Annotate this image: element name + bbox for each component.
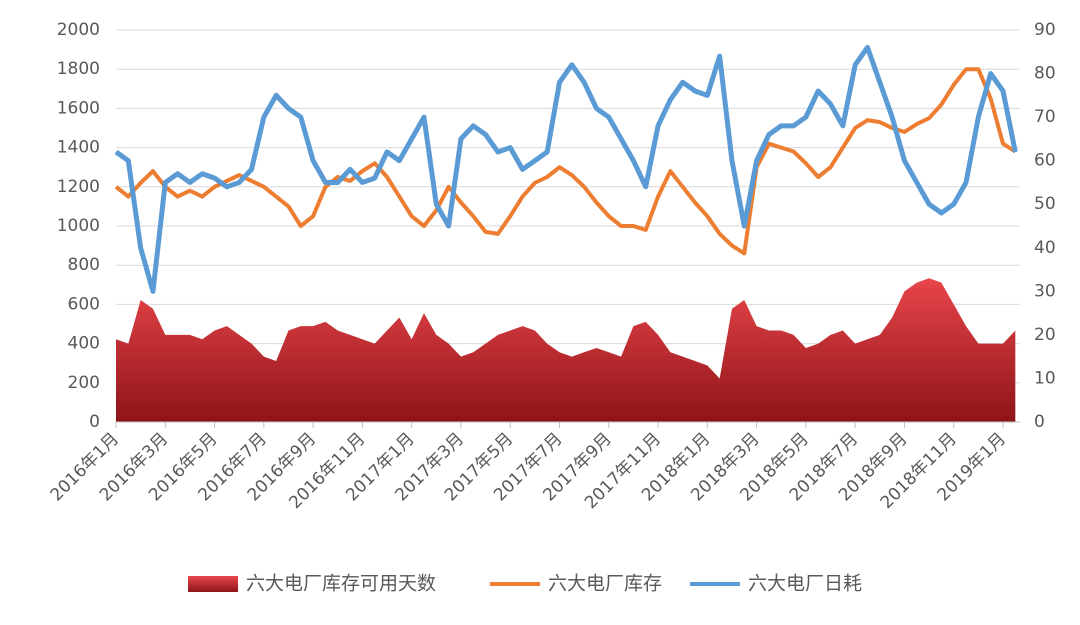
area xyxy=(116,278,1016,422)
y-tick-label: 400 xyxy=(68,334,100,354)
y2-tick-label: 0 xyxy=(1034,412,1045,432)
y-tick-label: 1200 xyxy=(57,177,100,197)
y2-tick-label: 40 xyxy=(1034,238,1056,258)
y-tick-label: 1600 xyxy=(57,98,100,118)
legend-swatch xyxy=(188,576,238,592)
y2-tick-label: 60 xyxy=(1034,151,1056,171)
line xyxy=(114,67,1017,256)
legend-label: 六大电厂库存 xyxy=(548,573,662,595)
y2-tick-label: 90 xyxy=(1034,20,1056,40)
y-tick-label: 1800 xyxy=(57,59,100,79)
y2-tick-label: 10 xyxy=(1034,368,1056,388)
y-tick-label: 800 xyxy=(68,255,100,275)
y-tick-label: 1000 xyxy=(57,216,100,236)
y-tick-label: 200 xyxy=(68,373,100,393)
y2-tick-label: 80 xyxy=(1034,64,1056,84)
legend-label: 六大电厂库存可用天数 xyxy=(246,573,436,595)
y-tick-label: 600 xyxy=(68,294,100,314)
y2-tick-label: 50 xyxy=(1034,194,1056,214)
legend-label: 六大电厂日耗 xyxy=(748,573,862,595)
y2-tick-label: 70 xyxy=(1034,107,1056,127)
y2-tick-label: 30 xyxy=(1034,281,1056,301)
y2-tick-label: 20 xyxy=(1034,325,1056,345)
line xyxy=(114,44,1018,294)
y-tick-label: 0 xyxy=(89,412,100,432)
y-tick-label: 2000 xyxy=(57,20,100,40)
y-tick-label: 1400 xyxy=(57,138,100,158)
